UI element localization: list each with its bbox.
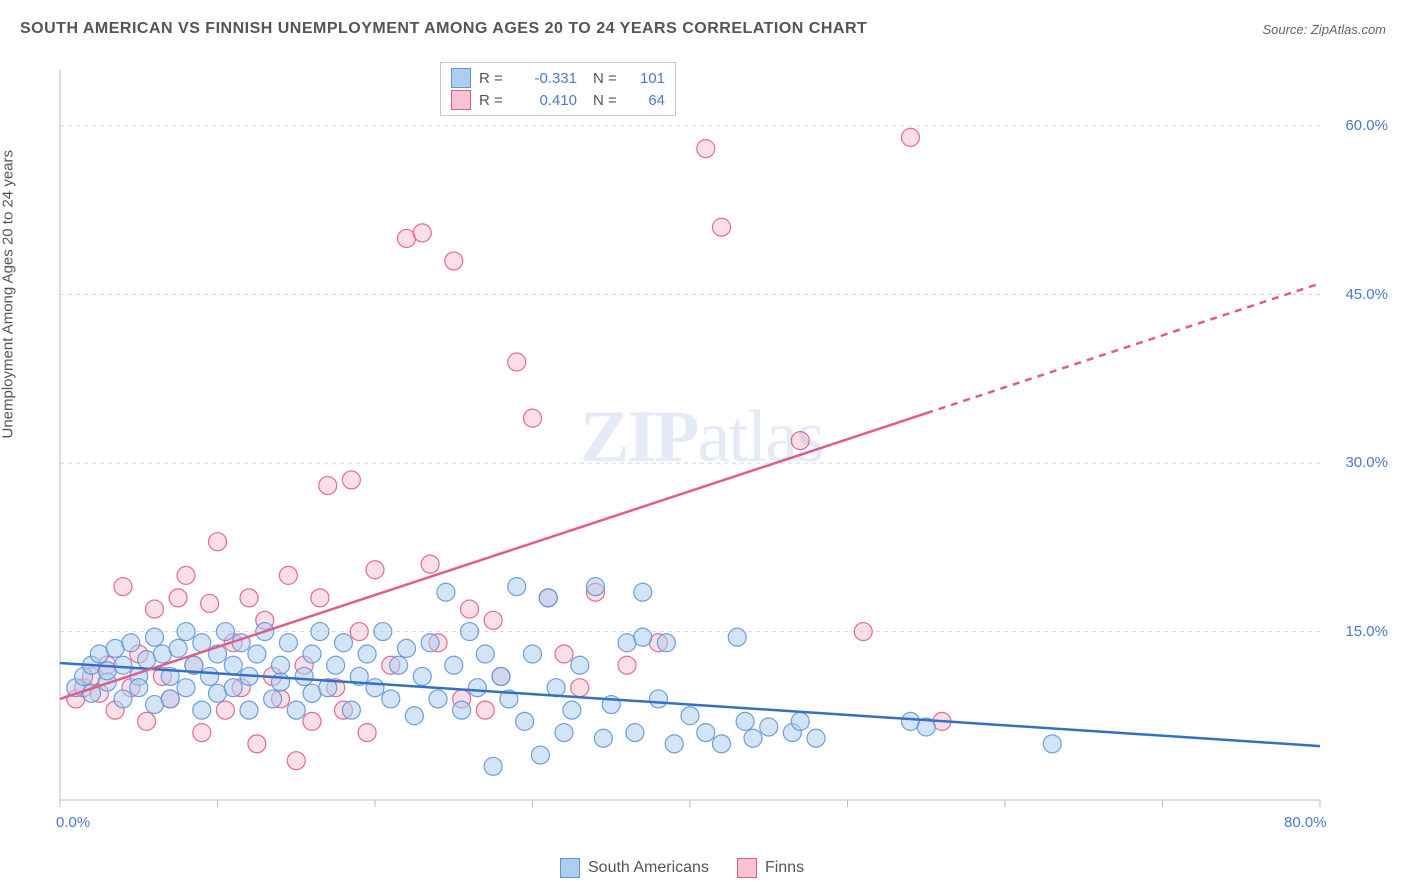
legend-correlation-box: R = -0.331 N = 101 R = 0.410 N = 64	[440, 62, 676, 116]
source-attribution: Source: ZipAtlas.com	[1262, 22, 1386, 37]
scatter-chart	[50, 60, 1330, 820]
legend-n-label: N =	[593, 70, 621, 87]
chart-title: SOUTH AMERICAN VS FINNISH UNEMPLOYMENT A…	[20, 20, 867, 38]
legend-r-label: R =	[479, 92, 507, 109]
legend-row: R = 0.410 N = 64	[451, 89, 665, 111]
legend-n-value: 64	[629, 92, 665, 109]
legend-swatch	[451, 90, 471, 110]
legend-item: Finns	[737, 858, 804, 878]
y-tick-label: 45.0%	[1345, 286, 1388, 303]
y-tick-label: 15.0%	[1345, 623, 1388, 640]
plot-area	[50, 60, 1330, 820]
legend-item: South Americans	[560, 858, 709, 878]
legend-swatch	[737, 858, 757, 878]
x-tick-label: 80.0%	[1284, 814, 1327, 831]
legend-label: Finns	[765, 859, 804, 877]
legend-r-value: -0.331	[515, 70, 577, 87]
legend-swatch	[451, 68, 471, 88]
legend-swatch	[560, 858, 580, 878]
legend-row: R = -0.331 N = 101	[451, 67, 665, 89]
legend-r-value: 0.410	[515, 92, 577, 109]
title-bar: SOUTH AMERICAN VS FINNISH UNEMPLOYMENT A…	[20, 20, 1386, 38]
legend-series: South Americans Finns	[560, 858, 804, 878]
legend-label: South Americans	[588, 859, 709, 877]
y-tick-label: 30.0%	[1345, 454, 1388, 471]
x-tick-label: 0.0%	[56, 814, 90, 831]
legend-n-value: 101	[629, 70, 665, 87]
y-tick-label: 60.0%	[1345, 117, 1388, 134]
y-axis-label: Unemployment Among Ages 20 to 24 years	[0, 150, 17, 439]
legend-r-label: R =	[479, 70, 507, 87]
legend-n-label: N =	[593, 92, 621, 109]
